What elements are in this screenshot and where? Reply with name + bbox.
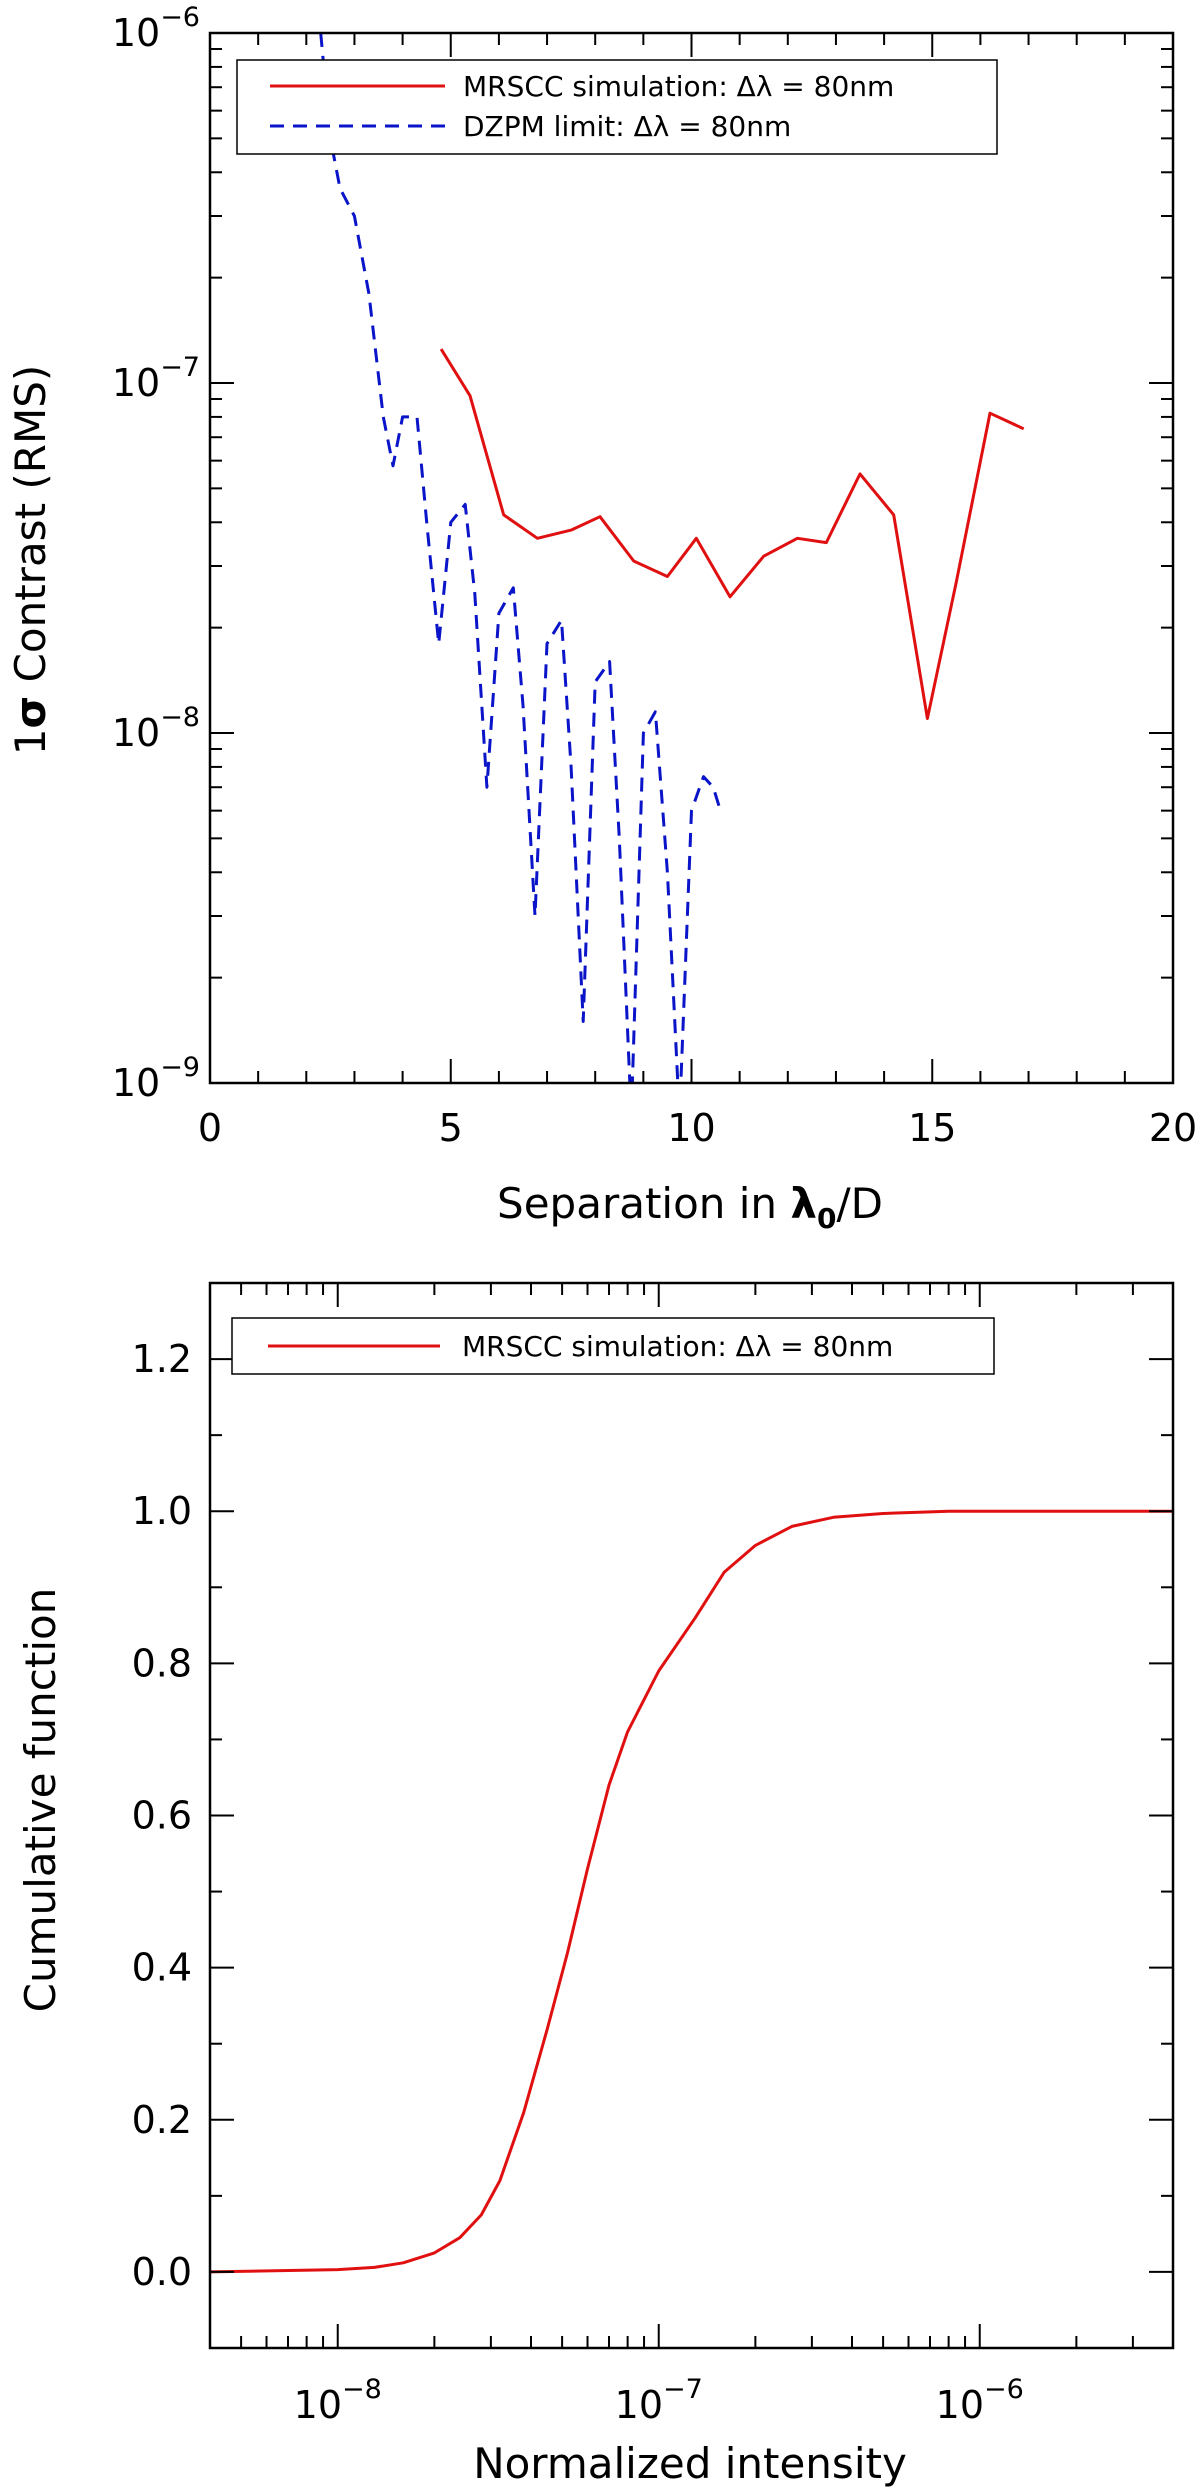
p1-y-tick-label: 10−6 bbox=[112, 2, 200, 55]
p1-x-tick-label: 20 bbox=[1149, 1106, 1197, 1150]
p1-x-tick-label: 10 bbox=[667, 1106, 715, 1150]
contrast-x-axis-label: Separation in λ0/D bbox=[497, 1179, 883, 1235]
p2-y-tick-label: 0.2 bbox=[132, 2098, 192, 2142]
p1-y-tick-label: 10−7 bbox=[112, 352, 200, 405]
p1-x-tick-label: 0 bbox=[198, 1106, 222, 1150]
p1-y-tick-label: 10−9 bbox=[112, 1052, 200, 1105]
cumulative-ticks: 10−8 10−7 10−6 0.0 0.2 0.4 0.6 0.8 1.0 1.2 bbox=[132, 1282, 1173, 2427]
cumulative-x-axis-label: Normalized intensity bbox=[473, 2439, 907, 2488]
p2-y-tick-label: 0.8 bbox=[132, 1641, 192, 1685]
contrast-legend-label-mrscc: MRSCC simulation: Δλ = 80nm bbox=[463, 70, 894, 103]
cumulative-plot-frame bbox=[208, 1281, 1175, 2350]
cumulative-y-axis-label: Cumulative function bbox=[16, 1588, 65, 2013]
contrast-chart: 0 5 10 15 20 10−9 10−8 10−7 10−6 MRSCC simulatio… bbox=[6, 2, 1197, 1235]
p1-x-tick-label: 5 bbox=[439, 1106, 463, 1150]
p2-y-tick-label: 1.2 bbox=[132, 1337, 192, 1381]
p1-series-line-1 bbox=[319, 33, 722, 1083]
cumulative-legend-box bbox=[231, 1317, 995, 1375]
cumulative-legend-label-mrscc: MRSCC simulation: Δλ = 80nm bbox=[462, 1330, 893, 1363]
p2-y-tick-label: 0.0 bbox=[132, 2250, 192, 2294]
p2-y-tick-label: 0.4 bbox=[132, 1946, 192, 1990]
p2-x-tick-label: 10−6 bbox=[936, 2374, 1024, 2427]
contrast-plot-frame bbox=[208, 31, 1175, 1085]
p2-x-tick-label: 10−7 bbox=[615, 2374, 703, 2427]
p2-y-tick-label: 1.0 bbox=[132, 1489, 192, 1533]
contrast-legend-label-dzpm: DZPM limit: Δλ = 80nm bbox=[463, 110, 791, 143]
contrast-y-axis-label: 1σ Contrast (RMS) bbox=[6, 365, 55, 755]
cumulative-chart: 10−8 10−7 10−6 0.0 0.2 0.4 0.6 0.8 1.0 1.2 MRSCC … bbox=[16, 1281, 1175, 2488]
p1-y-tick-label: 10−8 bbox=[112, 702, 200, 755]
contrast-ticks: 0 5 10 15 20 10−9 10−8 10−7 10−6 bbox=[112, 2, 1197, 1150]
cumulative-legend: MRSCC simulation: Δλ = 80nm bbox=[231, 1317, 995, 1375]
p1-x-tick-label: 15 bbox=[908, 1106, 956, 1150]
p1-series-line-0 bbox=[439, 348, 1025, 720]
p2-series-line-0 bbox=[210, 1509, 1173, 2274]
contrast-series-layer bbox=[319, 33, 1025, 1083]
cumulative-series-layer bbox=[210, 1509, 1173, 2274]
p2-x-tick-label: 10−8 bbox=[294, 2374, 382, 2427]
p2-y-tick-label: 0.6 bbox=[132, 1794, 192, 1838]
contrast-legend: MRSCC simulation: Δλ = 80nm DZPM limit: … bbox=[236, 59, 998, 155]
contrast-legend-box bbox=[236, 59, 998, 155]
